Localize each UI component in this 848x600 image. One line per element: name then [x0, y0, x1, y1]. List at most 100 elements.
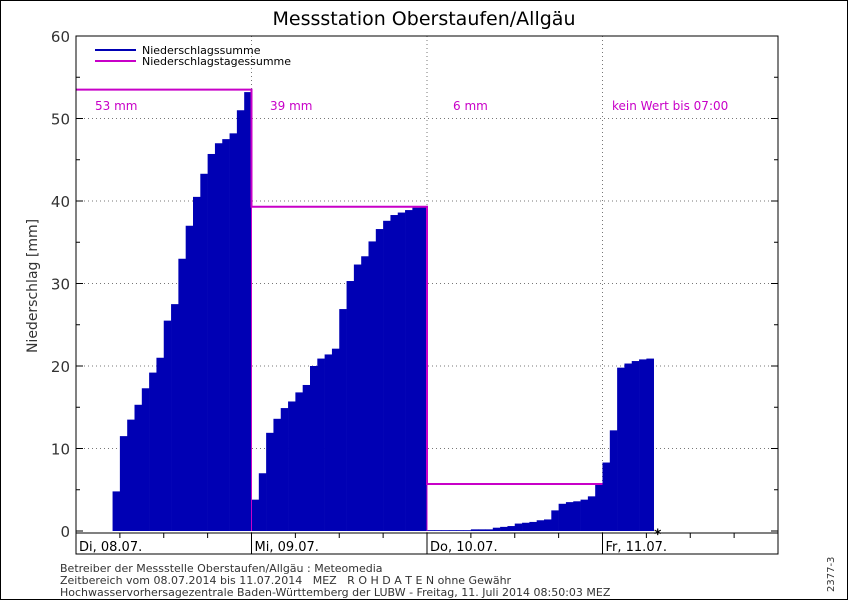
bar: [573, 501, 581, 531]
bar: [127, 419, 135, 531]
bar: [397, 212, 406, 532]
bar: [251, 499, 260, 531]
annotations: 53 mm 39 mm 6 mm kein Wert bis 07:00 *: [95, 99, 728, 543]
x-day-label: Di, 08.07.: [79, 540, 142, 555]
bar: [310, 366, 318, 531]
bar: [339, 309, 347, 531]
bar: [631, 361, 640, 531]
bar: [302, 384, 311, 531]
y-tick-label: 20: [51, 358, 70, 376]
bar: [317, 358, 325, 531]
bar: [346, 281, 355, 531]
bar: [412, 207, 420, 531]
chart-code: 2377-3: [826, 556, 837, 592]
legend-label: Niederschlagssumme: [142, 44, 261, 57]
bar: [229, 133, 238, 531]
bar: [178, 258, 186, 531]
chart-title: Messstation Oberstaufen/Allgäu: [273, 8, 576, 30]
bar: [463, 530, 472, 531]
bar: [163, 320, 172, 531]
bar: [273, 418, 282, 531]
bar: [529, 521, 537, 531]
bar: [639, 359, 647, 531]
axes: [75, 35, 779, 555]
bar: [200, 173, 208, 531]
y-ticks: 0 10 20 30 40 50 60: [51, 28, 778, 541]
bar: [266, 432, 274, 531]
bar: [214, 143, 223, 531]
x-day-labels: Di, 08.07. Mi, 09.07. Do, 10.07. Fr, 11.07.: [79, 533, 735, 555]
bar: [456, 530, 464, 531]
day-sum-annotation: 6 mm: [453, 99, 488, 113]
bar: [507, 526, 516, 531]
bar: [441, 530, 450, 531]
y-tick-label: 30: [51, 276, 70, 294]
bar: [602, 462, 611, 531]
legend-label: Niederschlagstagessumme: [142, 55, 291, 68]
bar: [522, 522, 530, 531]
bar: [353, 264, 362, 531]
bar: [156, 357, 165, 531]
day-sum-annotation: 39 mm: [270, 99, 312, 113]
y-tick-label: 10: [51, 441, 70, 459]
y-tick-label: 60: [51, 28, 70, 46]
bar: [193, 196, 201, 531]
bar: [171, 304, 179, 531]
bar: [565, 502, 574, 531]
bar: [280, 408, 289, 531]
missing-value-marker: *: [653, 527, 661, 543]
footer-operator: Betreiber der Messstelle Oberstaufen/All…: [60, 562, 383, 575]
x-day-label: Do, 10.07.: [430, 540, 498, 555]
y-tick-label: 50: [51, 111, 70, 129]
bar: [405, 210, 413, 531]
bar: [587, 496, 596, 531]
bar: [492, 527, 501, 531]
bar: [149, 372, 157, 531]
day-sum-annotation: kein Wert bis 07:00: [612, 99, 728, 113]
daily-sum-path: [76, 88, 603, 485]
bar: [331, 348, 340, 531]
bar: [434, 530, 442, 531]
bar: [485, 529, 494, 531]
bar: [624, 363, 633, 531]
bar: [112, 491, 121, 531]
daily-sum-line: [76, 88, 603, 531]
bar: [207, 153, 216, 531]
bar: [544, 519, 552, 531]
bar: [324, 354, 333, 531]
bar: [134, 404, 143, 531]
bar: [617, 367, 625, 531]
x-day-label: Fr, 11.07.: [606, 540, 668, 555]
x-day-label: Mi, 09.07.: [255, 540, 319, 555]
bar: [500, 526, 508, 531]
bar: [222, 139, 230, 531]
bar: [419, 206, 428, 531]
bar: [258, 473, 267, 531]
bar: [383, 220, 391, 532]
bar: [551, 510, 559, 531]
bar: [185, 225, 194, 531]
bar: [361, 256, 369, 531]
bars: [112, 92, 654, 532]
bar: [536, 520, 545, 531]
bar: [448, 530, 457, 531]
bar: [595, 483, 603, 531]
bar: [478, 529, 486, 531]
bar: [580, 499, 589, 531]
y-tick-label: 0: [60, 523, 70, 541]
bar: [288, 401, 296, 531]
bar: [390, 215, 399, 531]
bar: [141, 388, 150, 531]
bar: [558, 503, 567, 531]
footer-timerange: Zeitbereich vom 08.07.2014 bis 11.07.201…: [60, 574, 512, 587]
bar: [609, 430, 618, 531]
day-sum-annotation: 53 mm: [95, 99, 137, 113]
bar: [244, 92, 252, 531]
bar: [295, 392, 303, 531]
footer-agency: Hochwasservorhersagezentrale Baden-Württ…: [60, 586, 611, 599]
y-axis-label: Niederschlag [mm]: [25, 219, 41, 353]
bar: [427, 530, 435, 531]
bar: [514, 523, 523, 531]
bar: [375, 229, 384, 532]
